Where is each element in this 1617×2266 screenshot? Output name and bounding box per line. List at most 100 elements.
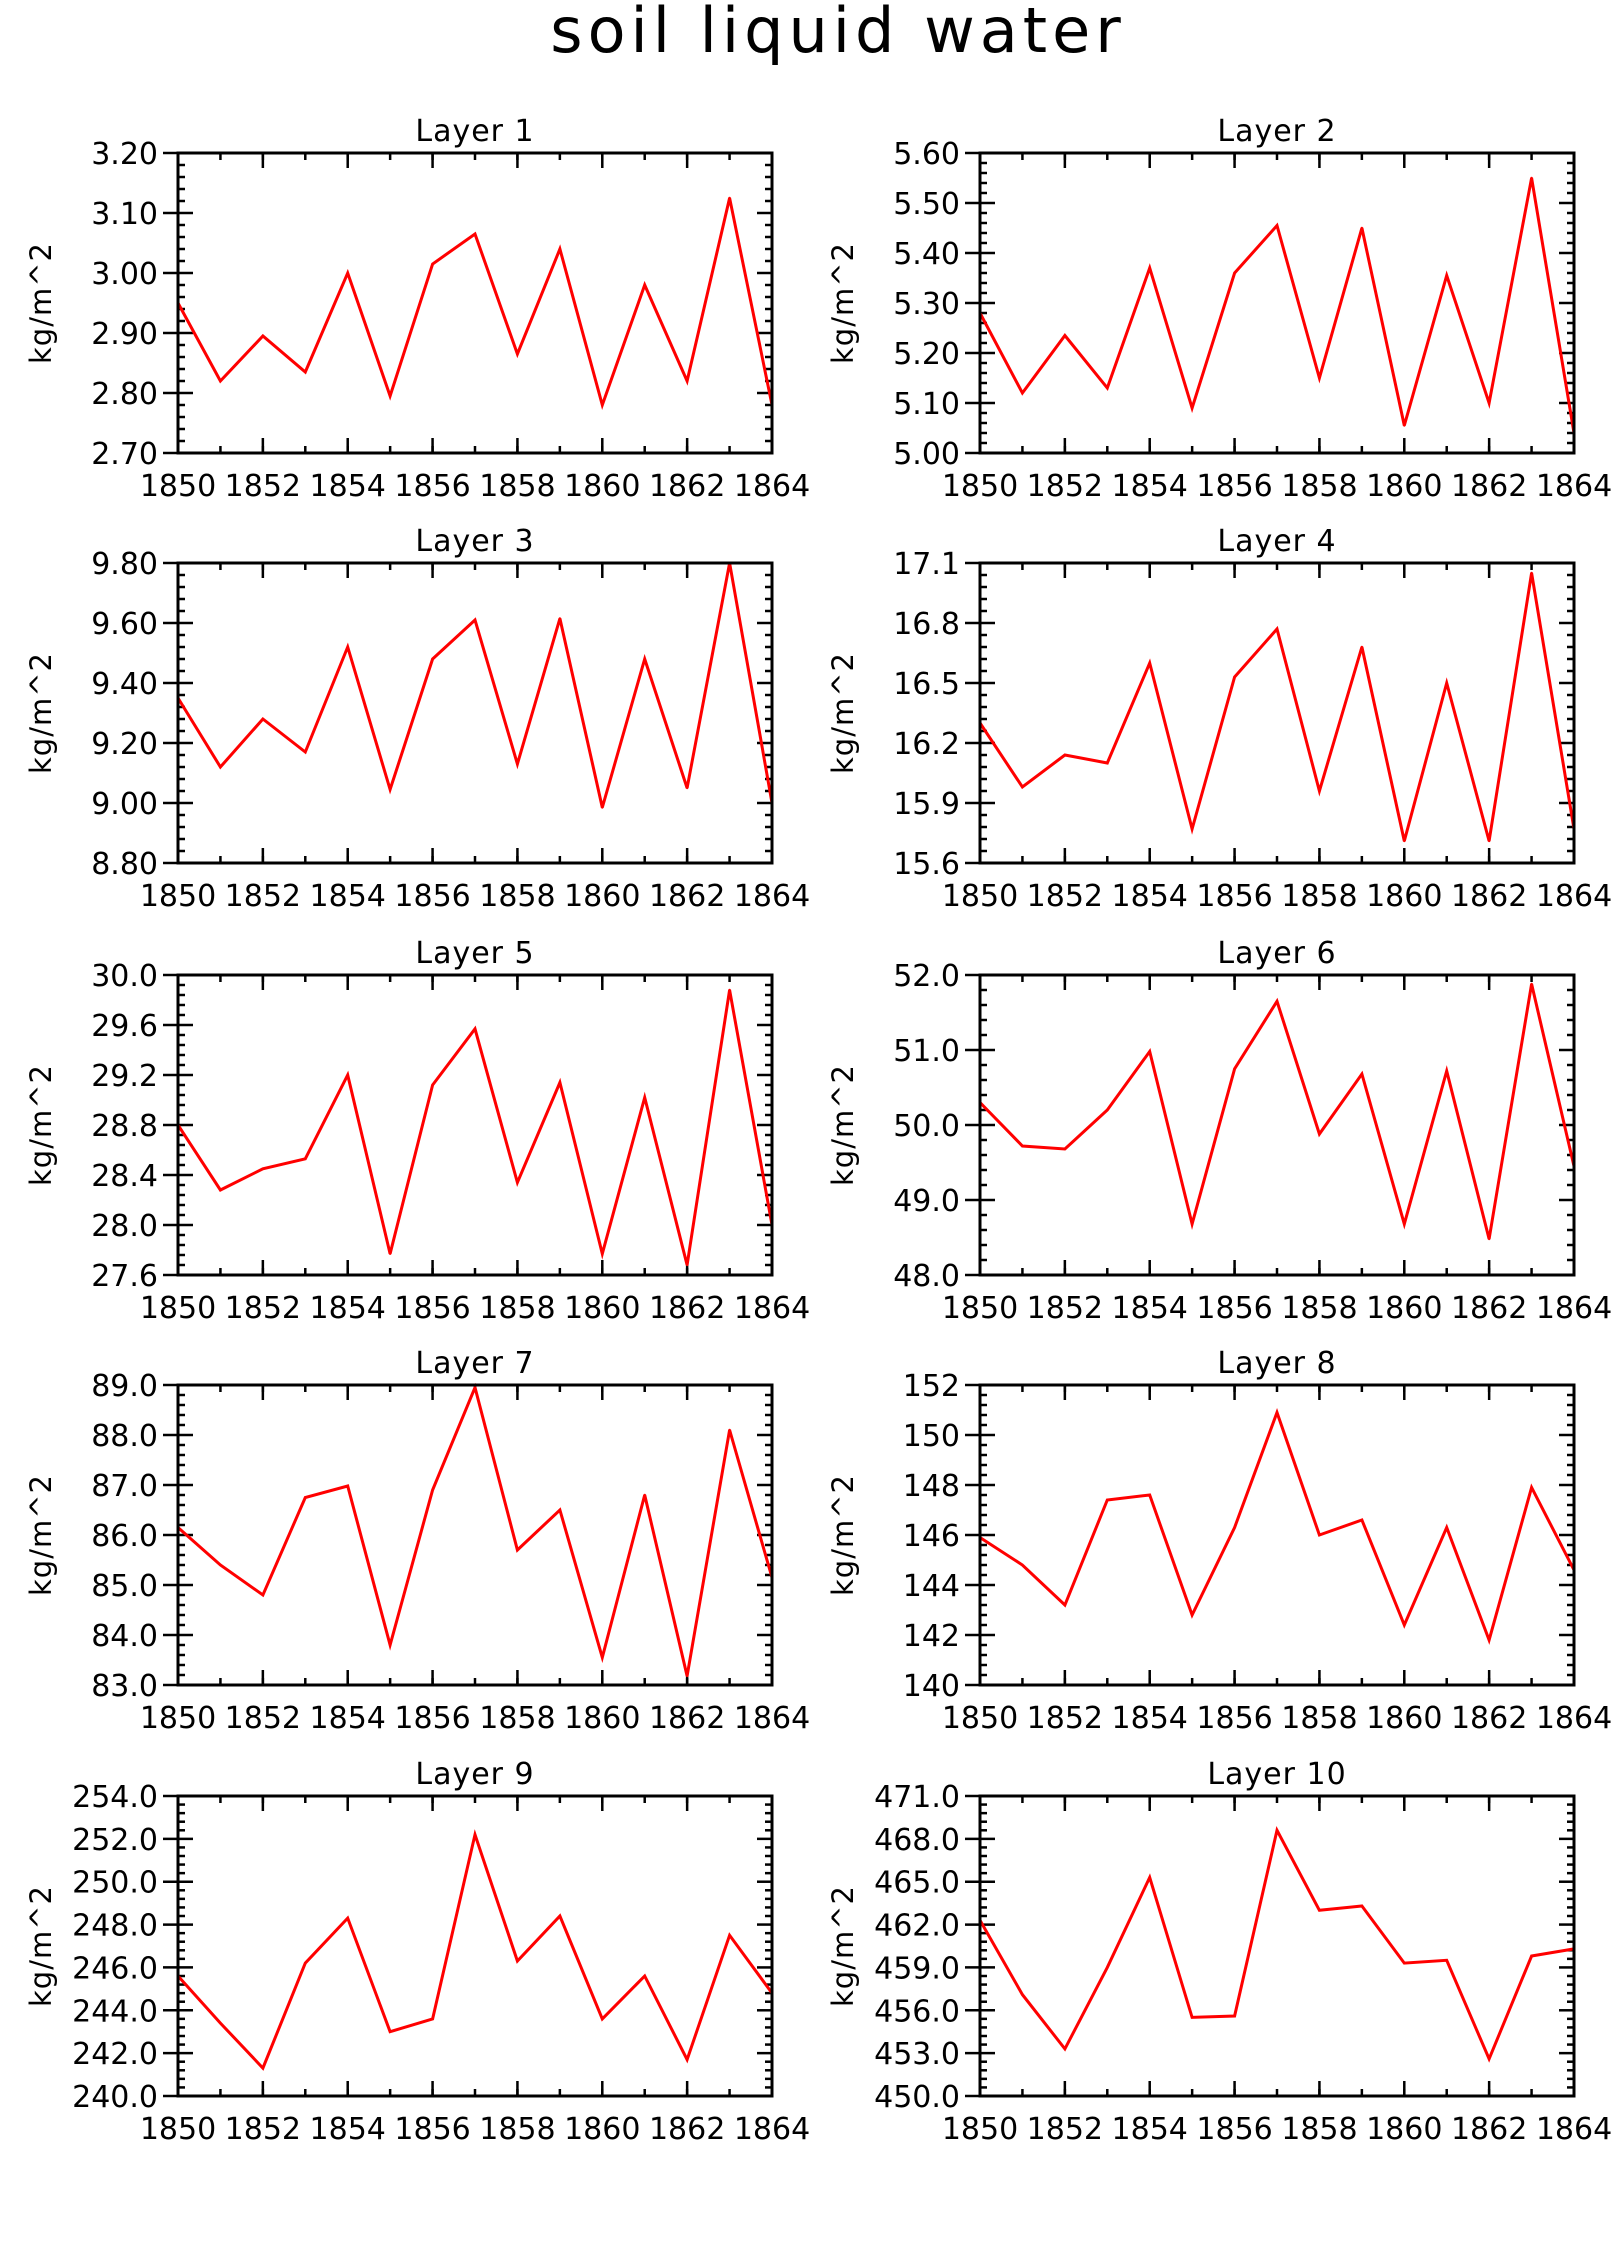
data-point [473, 1833, 477, 1836]
x-tick-label: 1864 [734, 2112, 810, 2147]
panel-layer-10: Layer 10 kg/m^2 1850 1852 1854 1856 1858 1860 18… [826, 1757, 1612, 2147]
y-tick-label: 140 [903, 1669, 960, 1704]
data-point [728, 1934, 731, 1937]
y-tick-label: 28.8 [91, 1109, 158, 1144]
data-point [516, 1959, 519, 1963]
y-axis-label: kg/m^2 [24, 652, 58, 774]
data-point [346, 1484, 349, 1488]
y-tick-label: 15.9 [893, 787, 960, 822]
data-point [473, 618, 477, 622]
x-tick-label: 1862 [1451, 879, 1527, 914]
y-tick-label: 5.60 [893, 137, 960, 172]
x-tick-label: 1856 [1196, 469, 1272, 504]
y-tick-label: 240.0 [72, 2080, 158, 2115]
plot-frame [978, 973, 1576, 1277]
y-tick-label: 459.0 [874, 1951, 960, 1986]
panel-layer-7: Layer 7 kg/m^2 1850 1852 1854 1856 1858 1860 186… [24, 1346, 810, 1736]
x-tick-label: 1854 [1112, 2112, 1188, 2147]
x-tick-label: 1856 [394, 2112, 470, 2147]
plot-frame [978, 561, 1576, 865]
y-tick-label: 5.00 [893, 437, 960, 472]
panel-layer-8: Layer 8 kg/m^2 1850 1852 1854 1856 1858 1860 186… [826, 1346, 1612, 1736]
y-tick-label: 5.10 [893, 387, 960, 422]
data-point [1360, 226, 1364, 230]
x-tick-label: 1860 [564, 2112, 640, 2147]
x-tick-label: 1852 [1027, 1701, 1103, 1736]
y-tick-label: 16.8 [893, 607, 960, 642]
x-tick-label: 1864 [734, 1291, 810, 1326]
data-point [1106, 1108, 1109, 1112]
data-point [1318, 789, 1321, 793]
y-tick-label: 51.0 [893, 1034, 960, 1069]
y-tick-label: 2.80 [91, 377, 158, 412]
x-tick-label: 1850 [942, 1291, 1018, 1326]
plot-frame [978, 1383, 1576, 1687]
data-point [1360, 645, 1364, 649]
data-point [473, 1027, 477, 1030]
y-tick-label: 28.4 [91, 1159, 158, 1194]
data-point [1021, 1563, 1024, 1567]
y-tick-label: 462.0 [874, 1909, 960, 1944]
x-tick-label: 1852 [225, 2112, 301, 2147]
panel-layer-4: Layer 4 kg/m^2 1850 1852 1854 1856 1858 1860 186… [826, 524, 1612, 914]
plot-frame [176, 1794, 774, 2098]
x-tick-label: 1856 [394, 469, 470, 504]
data-point [643, 1096, 646, 1099]
data-point [1445, 681, 1448, 685]
y-tick-label: 248.0 [72, 1909, 158, 1944]
y-axis-label: kg/m^2 [826, 652, 860, 774]
y-tick-label: 50.0 [893, 1109, 960, 1144]
data-point [558, 1081, 562, 1084]
data-point [558, 247, 562, 251]
x-tick-label: 1860 [1366, 1701, 1442, 1736]
panel-layer-6: Layer 6 kg/m^2 1850 1852 1854 1856 1858 1860 186… [826, 936, 1612, 1326]
data-point [728, 196, 731, 200]
data-point [685, 2058, 689, 2061]
panel-layer-3: Layer 3 kg/m^2 1850 1852 1854 1856 1858 1860 186… [24, 524, 810, 914]
x-tick-label: 1862 [1451, 469, 1527, 504]
y-tick-label: 86.0 [91, 1519, 158, 1554]
x-tick-label: 1864 [1536, 879, 1612, 914]
data-point [516, 1548, 519, 1552]
x-tick-label: 1854 [310, 879, 386, 914]
x-tick-label: 1850 [140, 1291, 216, 1326]
data-point [1063, 334, 1067, 337]
y-tick-label: 2.70 [91, 437, 158, 472]
data-point [1360, 1904, 1364, 1908]
data-point [1233, 675, 1236, 679]
panel-title: Layer 3 [415, 524, 534, 559]
data-point [219, 1188, 222, 1192]
x-tick-label: 1852 [225, 879, 301, 914]
y-axis-label: kg/m^2 [826, 1064, 860, 1186]
data-point [346, 1073, 349, 1077]
data-point [643, 657, 646, 661]
data-point [1106, 1498, 1109, 1502]
x-tick-label: 1858 [479, 2112, 555, 2147]
y-tick-label: 456.0 [874, 1994, 960, 2029]
x-tick-label: 1860 [564, 469, 640, 504]
data-point [1403, 424, 1406, 427]
x-tick-label: 1852 [225, 469, 301, 504]
y-tick-label: 252.0 [72, 1823, 158, 1858]
panel-title: Layer 5 [415, 936, 534, 971]
x-tick-label: 1858 [1281, 879, 1357, 914]
data-point [304, 750, 307, 754]
x-tick-label: 1850 [942, 1701, 1018, 1736]
data-point [728, 1428, 731, 1432]
data-point [601, 403, 604, 407]
y-tick-label: 9.20 [91, 727, 158, 762]
x-tick-label: 1856 [1196, 1291, 1272, 1326]
data-point [388, 394, 392, 398]
x-tick-label: 1850 [942, 2112, 1018, 2147]
y-tick-label: 49.0 [893, 1184, 960, 1219]
x-tick-label: 1864 [734, 1701, 810, 1736]
x-tick-label: 1860 [1366, 2112, 1442, 2147]
x-tick-label: 1854 [310, 1701, 386, 1736]
x-tick-label: 1860 [1366, 879, 1442, 914]
data-point [261, 717, 265, 721]
data-point [1530, 1954, 1533, 1958]
data-point [473, 1386, 477, 1389]
data-point [685, 379, 689, 383]
data-point [1487, 1237, 1491, 1241]
